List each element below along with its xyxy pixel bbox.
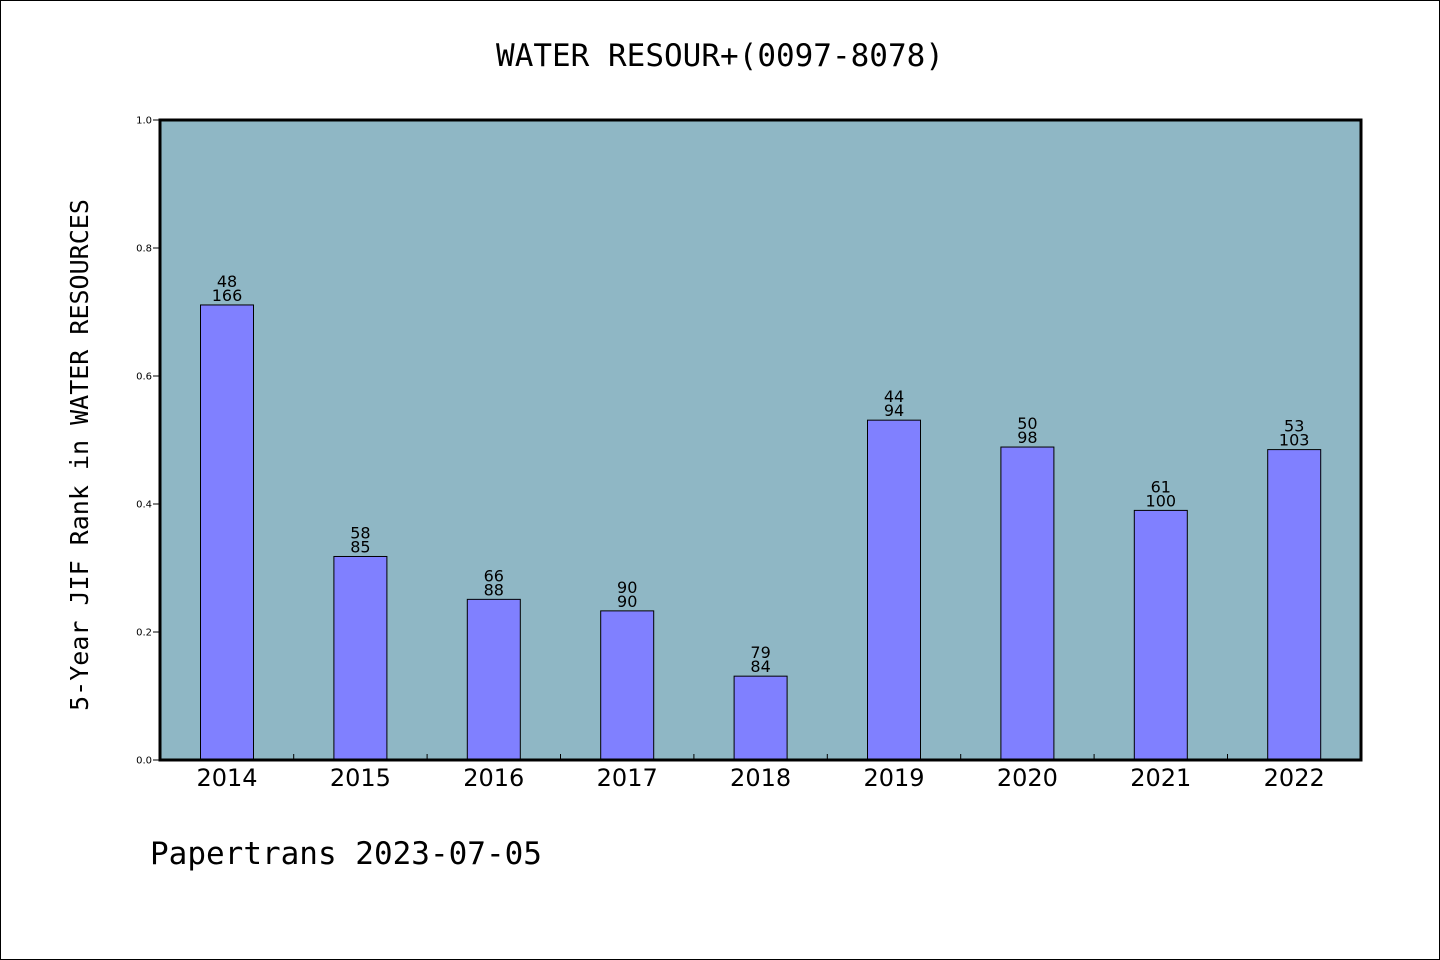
- plot-border: [158, 118, 1363, 762]
- x-tick-label: 2022: [1264, 764, 1325, 792]
- bar: [733, 675, 788, 761]
- bars: [200, 304, 1322, 761]
- rank-label: 50: [1017, 414, 1037, 433]
- total-label: 88: [484, 580, 504, 599]
- total-label: 103: [1279, 431, 1310, 450]
- x-tick-label: 2016: [463, 764, 524, 792]
- bar: [466, 598, 521, 761]
- rank-label: 48: [217, 272, 237, 291]
- y-tick-label: 0.6: [136, 372, 152, 383]
- rank-label: 61: [1151, 477, 1171, 496]
- x-tick-label: 2014: [196, 764, 257, 792]
- bar: [1267, 449, 1322, 761]
- y-tick-label: 0.2: [136, 628, 152, 639]
- total-label: 84: [750, 657, 770, 676]
- bar: [333, 555, 388, 761]
- rank-label: 79: [750, 643, 770, 662]
- y-axis-label: 5-Year JIF Rank in WATER RESOURCES: [65, 199, 94, 711]
- x-tick-label: 2017: [597, 764, 658, 792]
- y-axis: 0.0 0.2 0.4 0.6 0.8 1.0: [136, 116, 160, 767]
- rank-label: 58: [350, 523, 370, 542]
- total-label: 100: [1146, 491, 1177, 510]
- x-tick-label: 2015: [330, 764, 391, 792]
- x-tick-label: 2021: [1130, 764, 1191, 792]
- total-label: 166: [212, 286, 243, 305]
- bar: [867, 419, 921, 761]
- total-label: 85: [350, 537, 370, 556]
- chart-title: WATER RESOUR+(0097-8078): [496, 38, 944, 74]
- y-tick-label: 1.0: [136, 116, 152, 127]
- total-label: 94: [884, 401, 904, 420]
- x-tick-label: 2020: [997, 764, 1058, 792]
- x-axis: 2014 2015 2016 2017 2018 2019 2020 2021 2022: [196, 754, 1325, 792]
- y-tick-label: 0.8: [136, 244, 152, 255]
- total-label: 90: [617, 592, 637, 611]
- y-tick-label: 0.4: [136, 500, 152, 511]
- rank-label: 66: [484, 566, 504, 585]
- total-label: 98: [1017, 428, 1037, 447]
- bar: [600, 610, 655, 761]
- rank-label: 53: [1284, 417, 1304, 436]
- footer-credit: Papertrans 2023-07-05: [150, 836, 542, 872]
- x-tick-label: 2019: [863, 764, 924, 792]
- bar: [1133, 509, 1188, 761]
- rank-label: 90: [617, 578, 637, 597]
- bar: [1000, 446, 1055, 761]
- x-tick-label: 2018: [730, 764, 791, 792]
- bar: [200, 304, 254, 761]
- rank-label: 44: [884, 387, 904, 406]
- y-tick-label: 0.0: [136, 756, 152, 767]
